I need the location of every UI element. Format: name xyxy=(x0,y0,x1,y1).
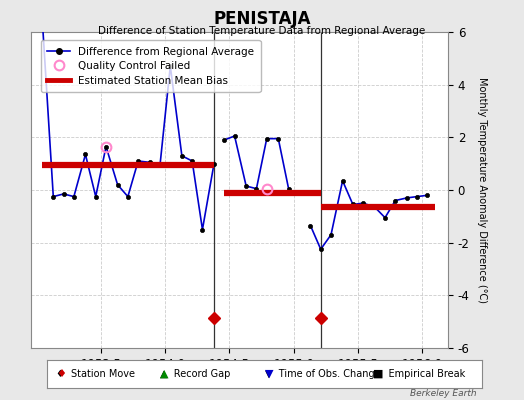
Text: Difference of Station Temperature Data from Regional Average: Difference of Station Temperature Data f… xyxy=(99,26,425,36)
Y-axis label: Monthly Temperature Anomaly Difference (°C): Monthly Temperature Anomaly Difference (… xyxy=(476,77,487,303)
Text: ▲: ▲ xyxy=(160,369,169,379)
Text: ♦: ♦ xyxy=(56,369,66,379)
Text: Berkeley Earth: Berkeley Earth xyxy=(410,389,477,398)
Text: ▲  Record Gap: ▲ Record Gap xyxy=(160,369,231,379)
Text: PENISTAJA: PENISTAJA xyxy=(213,10,311,28)
Text: ▼: ▼ xyxy=(265,369,273,379)
Text: ▼  Time of Obs. Change: ▼ Time of Obs. Change xyxy=(265,369,380,379)
Text: ♦  Station Move: ♦ Station Move xyxy=(56,369,135,379)
Text: ■: ■ xyxy=(373,369,384,379)
Legend: Difference from Regional Average, Quality Control Failed, Estimated Station Mean: Difference from Regional Average, Qualit… xyxy=(41,40,260,92)
Text: ■  Empirical Break: ■ Empirical Break xyxy=(373,369,466,379)
